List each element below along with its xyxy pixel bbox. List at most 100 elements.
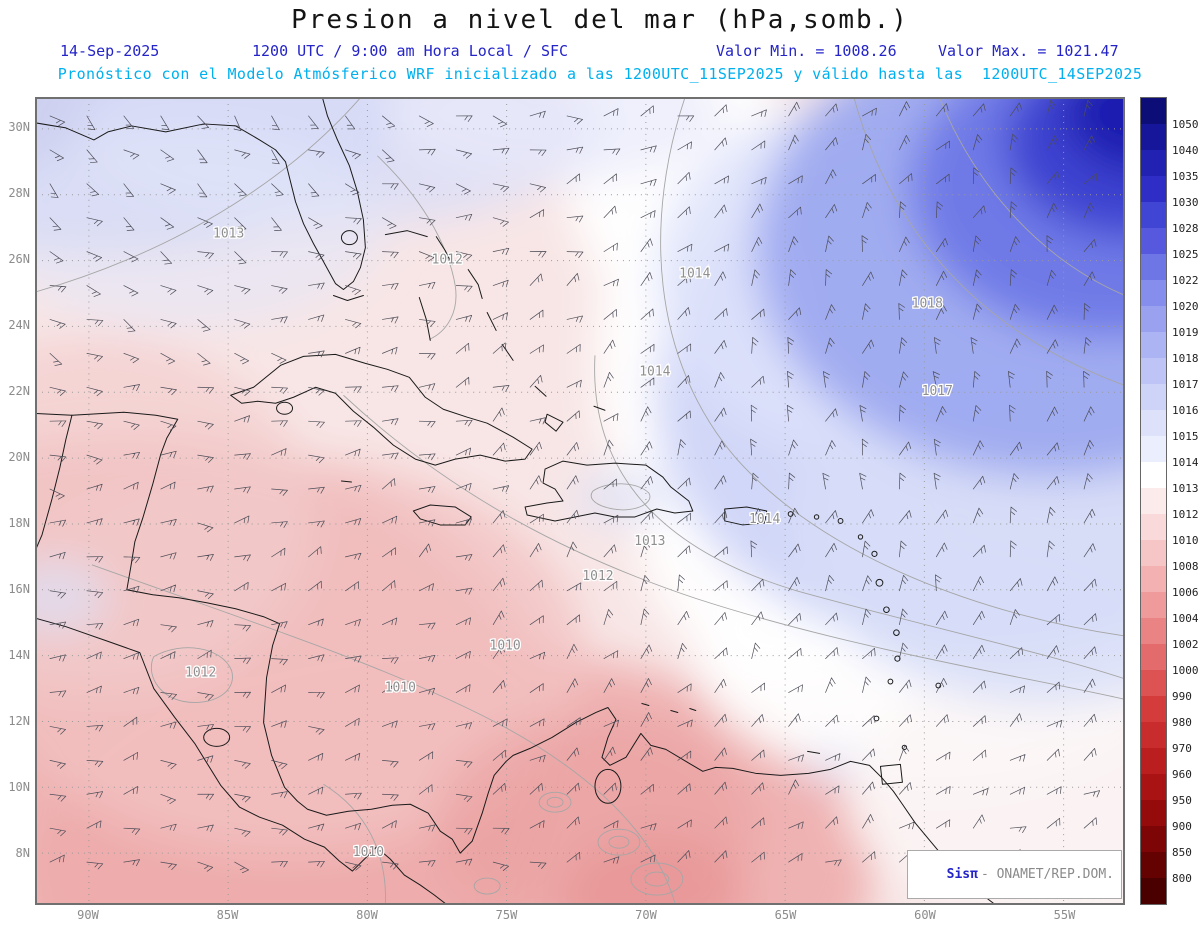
wind-barb bbox=[529, 417, 547, 425]
wind-barb bbox=[825, 440, 836, 456]
wind-barb bbox=[788, 206, 802, 219]
wind-barb bbox=[972, 788, 989, 796]
lat-label: 16N bbox=[8, 582, 30, 596]
wind-barb bbox=[345, 217, 362, 225]
wind-barb bbox=[714, 271, 727, 286]
wind-barb bbox=[566, 273, 580, 286]
wind-barb bbox=[972, 205, 986, 219]
wind-barb bbox=[382, 861, 399, 870]
wind-barb bbox=[49, 353, 63, 366]
wind-barb bbox=[197, 319, 211, 332]
wind-barb bbox=[714, 475, 727, 490]
wind-barb bbox=[1009, 133, 1018, 151]
wind-barb bbox=[418, 860, 436, 867]
wind-barb bbox=[825, 714, 839, 727]
wind-barb bbox=[1046, 370, 1053, 388]
wind-barb bbox=[603, 371, 614, 388]
lon-label: 55W bbox=[1053, 908, 1076, 922]
colorbar-tick-label: 980 bbox=[1172, 716, 1192, 729]
wind-barb bbox=[197, 217, 213, 228]
wind-barb bbox=[197, 251, 214, 259]
wind-barb bbox=[529, 374, 543, 388]
wind-barb bbox=[714, 580, 728, 592]
colorbar-cell bbox=[1141, 488, 1166, 514]
wind-barb bbox=[935, 542, 948, 558]
wind-barb bbox=[123, 518, 140, 526]
wind-barb bbox=[418, 453, 436, 461]
colorbar-tick-label: 960 bbox=[1172, 768, 1192, 781]
wind-barb bbox=[935, 103, 949, 117]
wind-barb bbox=[86, 217, 103, 227]
wind-barb bbox=[345, 251, 362, 260]
wind-barb bbox=[862, 781, 875, 795]
wind-barb bbox=[825, 103, 838, 117]
wind-barb bbox=[640, 511, 654, 524]
wind-barb bbox=[566, 379, 582, 388]
wind-barb bbox=[308, 251, 325, 261]
wind-barb bbox=[935, 173, 950, 185]
wind-barb bbox=[788, 821, 804, 829]
wind-barb bbox=[603, 439, 614, 456]
wind-barb bbox=[677, 243, 693, 252]
colorbar-tick-label: 1028 bbox=[1172, 222, 1199, 235]
wind-barb bbox=[123, 752, 139, 761]
wind-barb bbox=[566, 315, 583, 323]
wind-barb bbox=[308, 217, 323, 229]
wind-barb bbox=[1046, 135, 1059, 151]
wind-barb bbox=[308, 420, 325, 428]
wind-barb bbox=[197, 861, 214, 872]
wind-barb bbox=[640, 105, 655, 117]
wind-barb bbox=[345, 684, 360, 693]
wind-barb bbox=[382, 793, 399, 801]
wind-barb bbox=[1009, 826, 1027, 834]
wind-barb bbox=[640, 678, 652, 693]
wind-barb bbox=[529, 475, 542, 490]
longitude-axis: 90W 85W 80W 75W 70W 65W 60W 55W bbox=[35, 908, 1125, 924]
colorbar-cell bbox=[1141, 176, 1166, 202]
wind-barb bbox=[899, 135, 910, 151]
wind-barb bbox=[750, 438, 757, 456]
wind-barb bbox=[197, 724, 214, 731]
wind-barb bbox=[345, 792, 362, 800]
wind-barb bbox=[234, 657, 251, 665]
wind-barb bbox=[418, 543, 432, 558]
wind-barb bbox=[49, 488, 65, 500]
wind-barb bbox=[123, 716, 138, 727]
wind-barb bbox=[308, 520, 325, 528]
colorbar-tick-label: 1019 bbox=[1172, 326, 1199, 339]
wind-barb bbox=[899, 821, 915, 830]
wind-barb bbox=[788, 684, 803, 693]
wind-barb bbox=[345, 552, 362, 561]
wind-barb bbox=[529, 209, 545, 219]
wind-barb bbox=[197, 755, 214, 763]
colorbar-tick-label: 1018 bbox=[1172, 352, 1199, 365]
wind-barb bbox=[49, 690, 67, 698]
wind-barb bbox=[418, 723, 436, 731]
wind-barb bbox=[529, 513, 544, 524]
wind-barb bbox=[677, 439, 686, 456]
wind-barb bbox=[345, 183, 360, 196]
wind-barb bbox=[492, 183, 510, 193]
wind-barb bbox=[1083, 135, 1096, 151]
wind-barb bbox=[1046, 100, 1056, 117]
wind-barb bbox=[382, 251, 399, 259]
wind-barb bbox=[640, 343, 655, 354]
colorbar-tick-label: 900 bbox=[1172, 820, 1192, 833]
wind-barb bbox=[49, 551, 66, 560]
wind-barb bbox=[788, 269, 797, 286]
wind-barb bbox=[197, 386, 215, 394]
wind-barb bbox=[932, 371, 940, 388]
colorbar-tick-label: 1016 bbox=[1172, 404, 1199, 417]
wind-barb bbox=[751, 642, 761, 659]
wind-barb bbox=[1009, 167, 1017, 185]
wind-barb bbox=[308, 486, 325, 494]
lon-label: 70W bbox=[635, 908, 657, 922]
wind-barb bbox=[677, 477, 691, 490]
wind-barb bbox=[899, 441, 912, 456]
wind-barb bbox=[271, 420, 288, 427]
wind-barb bbox=[566, 115, 583, 125]
org-label: - ONAMET/REP.DOM. bbox=[980, 867, 1114, 882]
wind-barb bbox=[418, 824, 436, 832]
colorbar-cell bbox=[1141, 514, 1166, 540]
